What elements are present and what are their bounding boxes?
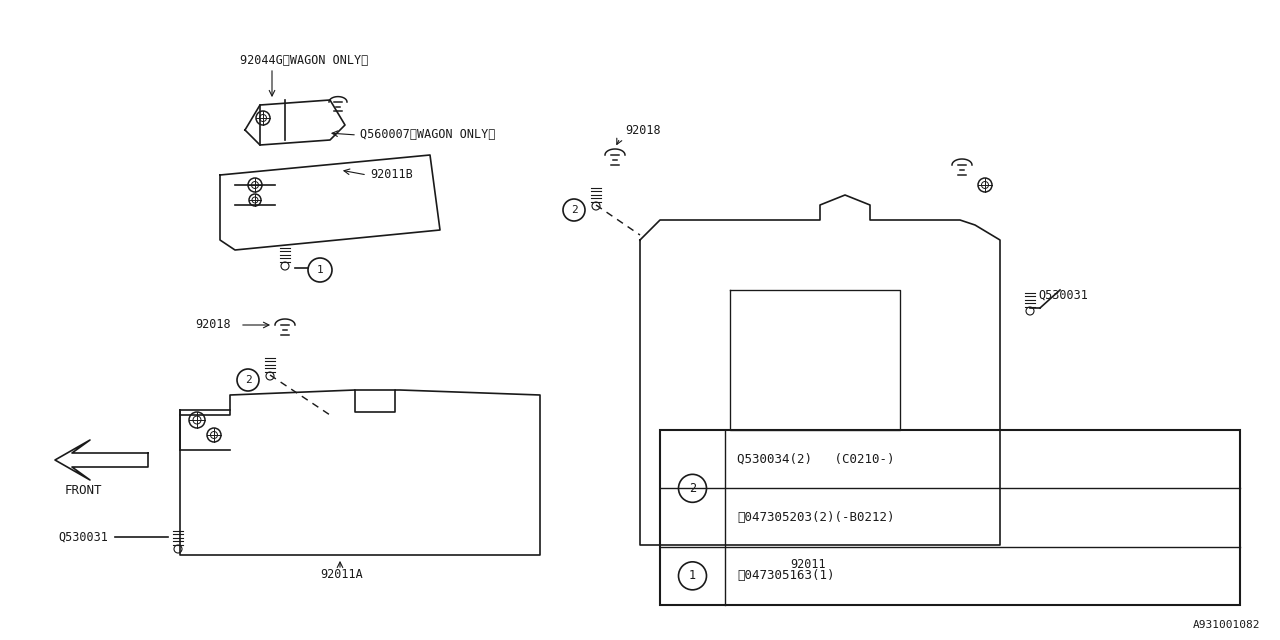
Text: 92011: 92011 <box>790 559 826 572</box>
Text: 92044G（WAGON ONLY）: 92044G（WAGON ONLY） <box>241 54 369 67</box>
Text: 92018: 92018 <box>195 319 230 332</box>
Text: 2: 2 <box>244 375 251 385</box>
Text: 92011B: 92011B <box>370 168 412 182</box>
Text: Ⓢ047305203(2)(-B0212): Ⓢ047305203(2)(-B0212) <box>737 511 895 524</box>
Text: 92018: 92018 <box>625 124 660 136</box>
Text: FRONT: FRONT <box>65 483 102 497</box>
Bar <box>660 430 1240 605</box>
Text: Q530031: Q530031 <box>1038 289 1088 301</box>
Text: 92011A: 92011A <box>320 568 362 582</box>
Text: 2: 2 <box>689 482 696 495</box>
Text: Q530034(2)   (C0210-): Q530034(2) (C0210-) <box>737 452 895 466</box>
Text: 1: 1 <box>316 265 324 275</box>
Text: Q530031: Q530031 <box>58 531 108 543</box>
Text: 1: 1 <box>689 570 696 582</box>
Text: Q560007（WAGON ONLY）: Q560007（WAGON ONLY） <box>360 129 495 141</box>
Text: Ⓢ047305163(1): Ⓢ047305163(1) <box>737 570 835 582</box>
Text: A931001082: A931001082 <box>1193 620 1260 630</box>
Text: 2: 2 <box>571 205 577 215</box>
